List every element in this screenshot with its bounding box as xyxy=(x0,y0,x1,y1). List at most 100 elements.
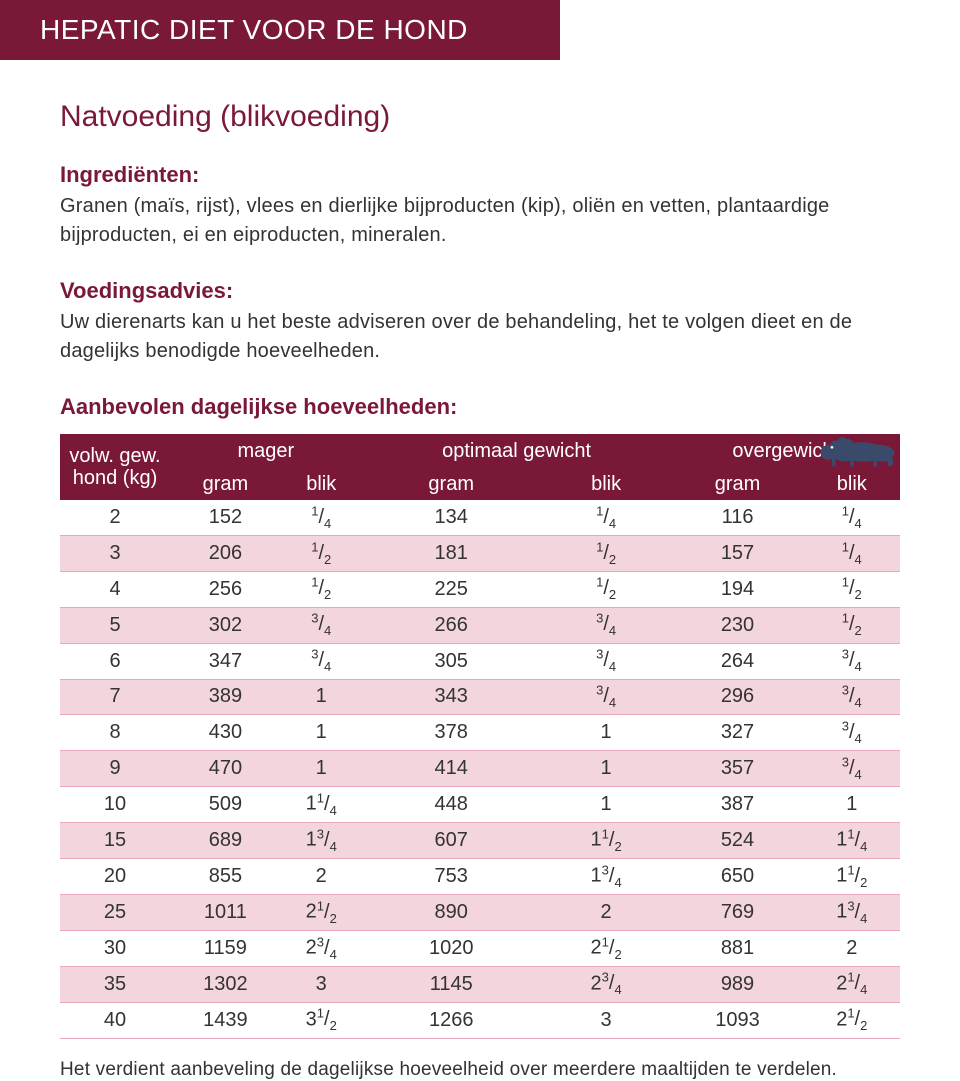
weight-cell: 30 xyxy=(60,930,170,966)
blik-cell: 2 xyxy=(804,930,900,966)
blik-cell: 3/4 xyxy=(804,679,900,715)
table-row: 53023/42663/42301/2 xyxy=(60,607,900,643)
blik-cell: 3/4 xyxy=(804,643,900,679)
blik-cell: 3 xyxy=(541,1002,672,1038)
blik-cell: 21/2 xyxy=(281,894,362,930)
gram-cell: 509 xyxy=(170,787,281,823)
table-row: 63473/43053/42643/4 xyxy=(60,643,900,679)
gram-cell: 327 xyxy=(671,715,803,751)
blik-cell: 2 xyxy=(281,859,362,895)
content: Natvoeding (blikvoeding) Ingrediënten: G… xyxy=(0,60,960,1081)
gram-cell: 266 xyxy=(362,607,541,643)
blik-cell: 1 xyxy=(541,787,672,823)
blik-cell: 1 xyxy=(541,715,672,751)
blik-cell: 21/2 xyxy=(804,1002,900,1038)
weight-cell: 15 xyxy=(60,823,170,859)
ingredients-text: Granen (maïs, rijst), vlees en dierlijke… xyxy=(60,192,900,250)
gram-cell: 157 xyxy=(671,535,803,571)
gram-cell: 753 xyxy=(362,859,541,895)
gram-cell: 855 xyxy=(170,859,281,895)
gram-cell: 448 xyxy=(362,787,541,823)
gram-cell: 225 xyxy=(362,571,541,607)
blik-cell: 3/4 xyxy=(541,679,672,715)
weight-cell: 7 xyxy=(60,679,170,715)
blik-cell: 1 xyxy=(281,715,362,751)
table-title: Aanbevolen dagelijkse hoeveelheden: xyxy=(60,394,900,420)
blik-cell: 13/4 xyxy=(281,823,362,859)
blik-cell: 3/4 xyxy=(281,607,362,643)
gram-cell: 689 xyxy=(170,823,281,859)
gram-cell: 607 xyxy=(362,823,541,859)
table-row: 25101121/2890276913/4 xyxy=(60,894,900,930)
header-band: HEPATIC DIET VOOR DE HOND xyxy=(0,0,560,60)
blik-cell: 3/4 xyxy=(541,607,672,643)
gram-cell: 524 xyxy=(671,823,803,859)
weight-cell: 10 xyxy=(60,787,170,823)
footnote: Het verdient aanbeveling de dagelijkse h… xyxy=(60,1059,900,1081)
gram-cell: 1145 xyxy=(362,966,541,1002)
table-body: 21521/41341/41161/432061/21811/21571/442… xyxy=(60,500,900,1038)
table-row: 32061/21811/21571/4 xyxy=(60,535,900,571)
blik-cell: 2 xyxy=(541,894,672,930)
blik-cell: 11/2 xyxy=(804,859,900,895)
gram-cell: 378 xyxy=(362,715,541,751)
weight-cell: 4 xyxy=(60,571,170,607)
sub-col: blik xyxy=(281,469,362,500)
feeding-table: volw. gew. hond (kg) mager optimaal gewi… xyxy=(60,434,900,1039)
blik-cell: 23/4 xyxy=(541,966,672,1002)
left-header-l2: hond (kg) xyxy=(73,467,158,489)
left-header-l1: volw. gew. xyxy=(69,445,160,467)
gram-cell: 181 xyxy=(362,535,541,571)
advice-block: Voedingsadvies: Uw dierenarts kan u het … xyxy=(60,278,900,366)
weight-cell: 2 xyxy=(60,500,170,535)
gram-cell: 890 xyxy=(362,894,541,930)
gram-cell: 152 xyxy=(170,500,281,535)
blik-cell: 21/2 xyxy=(541,930,672,966)
table-row: 30115923/4102021/28812 xyxy=(60,930,900,966)
weight-cell: 6 xyxy=(60,643,170,679)
blik-cell: 3/4 xyxy=(541,643,672,679)
table-row: 21521/41341/41161/4 xyxy=(60,500,900,535)
gram-cell: 1266 xyxy=(362,1002,541,1038)
blik-cell: 1/2 xyxy=(281,535,362,571)
gram-cell: 194 xyxy=(671,571,803,607)
header-title: HEPATIC DIET VOOR DE HOND xyxy=(40,14,468,45)
gram-cell: 1011 xyxy=(170,894,281,930)
gram-cell: 470 xyxy=(170,751,281,787)
table-row: 1568913/460711/252411/4 xyxy=(60,823,900,859)
blik-cell: 13/4 xyxy=(804,894,900,930)
table-row: 20855275313/465011/2 xyxy=(60,859,900,895)
blik-cell: 31/2 xyxy=(281,1002,362,1038)
sub-col: gram xyxy=(671,469,803,500)
blik-cell: 3 xyxy=(281,966,362,1002)
blik-cell: 1 xyxy=(281,679,362,715)
table-row: 1050911/444813871 xyxy=(60,787,900,823)
table-row: 9470141413573/4 xyxy=(60,751,900,787)
weight-cell: 40 xyxy=(60,1002,170,1038)
blik-cell: 1 xyxy=(541,751,672,787)
advice-title: Voedingsadvies: xyxy=(60,278,900,304)
sub-col: blik xyxy=(804,469,900,500)
sub-col: blik xyxy=(541,469,672,500)
gram-cell: 347 xyxy=(170,643,281,679)
gram-cell: 1159 xyxy=(170,930,281,966)
blik-cell: 1/2 xyxy=(541,571,672,607)
subtitle: Natvoeding (blikvoeding) xyxy=(60,100,900,134)
gram-cell: 387 xyxy=(671,787,803,823)
blik-cell: 1/2 xyxy=(804,571,900,607)
gram-cell: 116 xyxy=(671,500,803,535)
gram-cell: 989 xyxy=(671,966,803,1002)
blik-cell: 3/4 xyxy=(804,751,900,787)
weight-cell: 5 xyxy=(60,607,170,643)
weight-cell: 25 xyxy=(60,894,170,930)
blik-cell: 3/4 xyxy=(804,715,900,751)
blik-cell: 11/2 xyxy=(541,823,672,859)
blik-cell: 1/4 xyxy=(804,500,900,535)
gram-cell: 1093 xyxy=(671,1002,803,1038)
gram-cell: 881 xyxy=(671,930,803,966)
blik-cell: 21/4 xyxy=(804,966,900,1002)
weight-cell: 3 xyxy=(60,535,170,571)
advice-text: Uw dierenarts kan u het beste adviseren … xyxy=(60,308,900,366)
blik-cell: 1/2 xyxy=(281,571,362,607)
gram-cell: 206 xyxy=(170,535,281,571)
